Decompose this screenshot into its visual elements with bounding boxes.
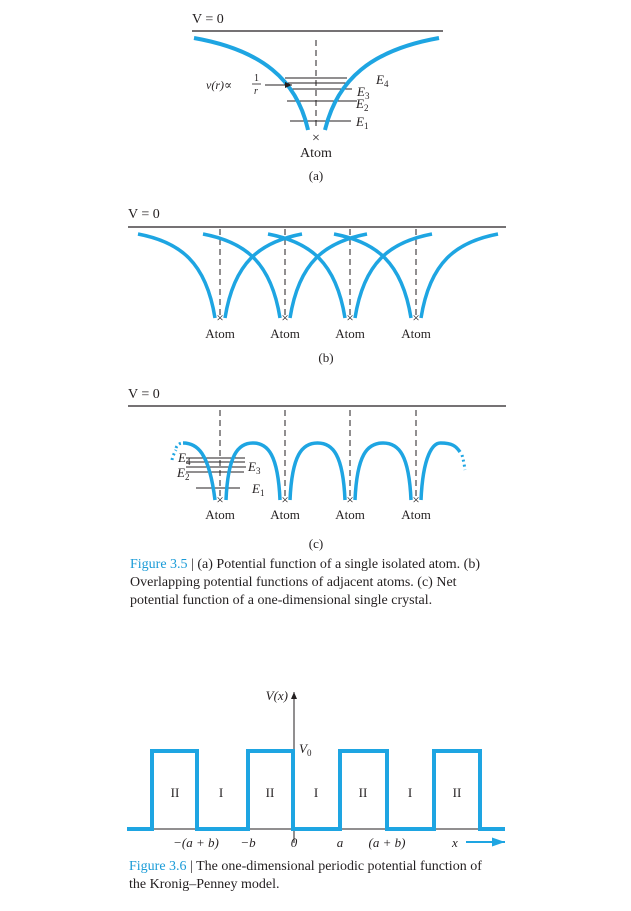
panel-c-label-e4: E4 bbox=[177, 450, 191, 467]
panel-a-label-e2: E2 bbox=[355, 96, 368, 113]
kp-x-tick-label: 0 bbox=[291, 835, 298, 850]
panel-b-atom-mark: × bbox=[346, 310, 353, 325]
panel-c-atom-mark: × bbox=[281, 492, 288, 507]
panel-a-atom-mark: × bbox=[312, 131, 320, 146]
panel-c: V = 0 E4 E2 E3 E1 ×Atom×Atom×Atom×Atom (… bbox=[128, 387, 506, 551]
figure-3-5-caption: Figure 3.5 | (a) Potential function of a… bbox=[130, 556, 490, 610]
panel-b-atom-label: Atom bbox=[401, 326, 431, 341]
kp-region-barrier-label: II bbox=[453, 785, 462, 800]
kp-region-well-label: I bbox=[219, 785, 223, 800]
panel-b: V = 0 ×Atom×Atom×Atom×Atom (b) bbox=[128, 207, 506, 365]
panel-b-atom-label: Atom bbox=[335, 326, 365, 341]
panel-b-potential-right bbox=[223, 232, 303, 319]
panel-c-label-e2: E2 bbox=[176, 465, 189, 482]
panel-a-potential-left bbox=[193, 36, 310, 131]
panel-c-atom-label: Atom bbox=[205, 507, 235, 522]
panel-a-atom-label: Atom bbox=[300, 146, 332, 161]
figure-3-5-number: Figure 3.5 bbox=[130, 557, 188, 572]
panel-c-atom-label: Atom bbox=[401, 507, 431, 522]
fig36-x-axis-label: x bbox=[451, 835, 458, 850]
kp-region-barrier-label: II bbox=[266, 785, 275, 800]
panel-a-frac-den: r bbox=[254, 86, 258, 97]
panel-c-atom-mark: × bbox=[412, 492, 419, 507]
panel-c-edge-dots-left-b bbox=[170, 449, 178, 461]
panel-b-atom-label: Atom bbox=[205, 326, 235, 341]
panel-c-atom-mark: × bbox=[346, 492, 353, 507]
kp-region-well-label: I bbox=[314, 785, 318, 800]
panel-c-label-e3: E3 bbox=[247, 459, 261, 476]
panel-b-potential-right bbox=[419, 232, 499, 319]
panel-c-atom-label: Atom bbox=[335, 507, 365, 522]
panel-c-edge-dots-right bbox=[460, 454, 467, 471]
kp-region-well-label: I bbox=[408, 785, 412, 800]
panel-c-atom-label: Atom bbox=[270, 507, 300, 522]
panel-c-potential-arch bbox=[224, 441, 282, 501]
panel-a-potential-right bbox=[323, 36, 440, 131]
figure-3-6-number: Figure 3.6 bbox=[129, 859, 187, 874]
panel-b-atom-label: Atom bbox=[270, 326, 300, 341]
panel-b-v0-label: V = 0 bbox=[128, 207, 160, 222]
panel-c-sub-label: (c) bbox=[309, 536, 323, 551]
panel-a: V = 0 v(r)∝ 1 r E4 E3 E2 E1 × Atom (a) bbox=[192, 12, 443, 183]
panel-c-edge-dots-left bbox=[174, 441, 184, 449]
panel-a-frac-num: 1 bbox=[254, 73, 259, 84]
kp-x-tick-label: (a + b) bbox=[369, 835, 406, 850]
panel-b-atom-mark: × bbox=[216, 310, 223, 325]
panel-a-sub-label: (a) bbox=[309, 168, 323, 183]
panel-b-sub-label: (b) bbox=[318, 350, 333, 365]
panel-b-potential-left bbox=[333, 232, 413, 319]
panel-c-label-e1: E1 bbox=[251, 481, 264, 498]
panel-b-potential-right bbox=[353, 232, 433, 319]
kronig-penney-diagram: V(x) V0 II I II I II I II −(a + b) −b 0 a (a + b) … bbox=[127, 688, 505, 850]
panel-a-label-e1: E1 bbox=[355, 114, 368, 131]
panel-b-atom-mark: × bbox=[412, 310, 419, 325]
panel-a-label-e3: E3 bbox=[356, 84, 370, 101]
figure-3-6-caption: Figure 3.6 | The one-dimensional periodi… bbox=[129, 858, 489, 894]
figure-3-5-caption-text: | (a) Potential function of a single iso… bbox=[130, 557, 481, 608]
panel-b-potential-left bbox=[267, 232, 347, 319]
panel-b-potential-left bbox=[137, 232, 217, 319]
panel-b-potential-right bbox=[288, 232, 368, 319]
panel-b-atom-mark: × bbox=[281, 310, 288, 325]
panel-c-atom-mark: × bbox=[216, 492, 223, 507]
fig36-v0-label: V0 bbox=[299, 741, 312, 758]
fig36-v-axis-label: V(x) bbox=[266, 688, 288, 703]
kp-x-tick-label: a bbox=[337, 835, 344, 850]
panel-c-potential-arch bbox=[182, 441, 217, 501]
panel-c-potential-arch bbox=[288, 441, 347, 501]
panel-c-v0-label: V = 0 bbox=[128, 387, 160, 402]
kp-x-tick-label: −b bbox=[240, 835, 256, 850]
panel-a-potential-label: v(r)∝ bbox=[206, 78, 232, 92]
kp-region-barrier-label: II bbox=[359, 785, 368, 800]
panel-a-v0-label: V = 0 bbox=[192, 12, 224, 27]
panel-b-potential-left bbox=[202, 232, 282, 319]
figure-3-6-caption-text: | The one-dimensional periodic potential… bbox=[129, 859, 482, 892]
kp-potential-barriers bbox=[127, 749, 505, 831]
kp-x-tick-label: −(a + b) bbox=[173, 835, 219, 850]
panel-c-potential-arch bbox=[419, 441, 462, 501]
panel-a-label-e4: E4 bbox=[375, 72, 389, 89]
kp-region-barrier-label: II bbox=[171, 785, 180, 800]
panel-c-potential-arch bbox=[353, 441, 413, 501]
